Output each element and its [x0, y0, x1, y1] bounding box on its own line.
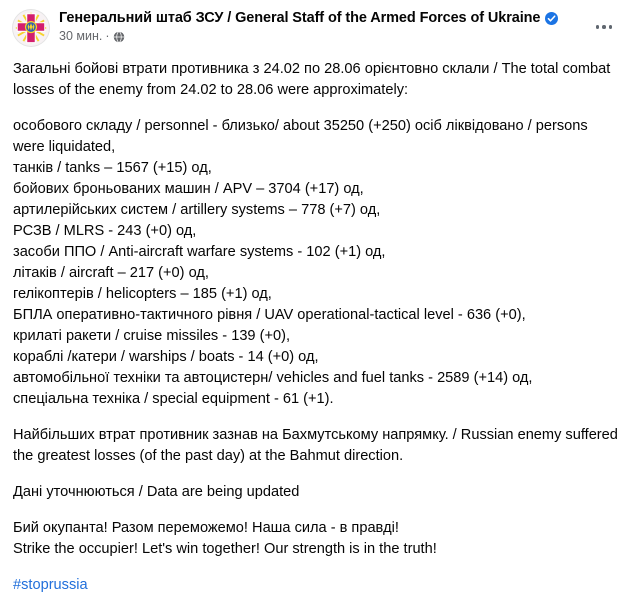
ukraine-general-staff-emblem-icon [13, 10, 49, 46]
globe-public-icon[interactable] [113, 30, 125, 43]
page-name-row: Генеральний штаб ЗСУ / General Staff of … [59, 10, 559, 27]
post-paragraph-data-updated: Дані уточнюються / Data are being update… [13, 484, 300, 500]
meta-separator: · [105, 29, 110, 43]
post-body: Загальні бойові втрати противника з 24.0… [0, 59, 633, 596]
post-author-block: Генеральний штаб ЗСУ / General Staff of … [59, 9, 559, 44]
post-paragraph-slogan: Бий окупанта! Разом переможемо! Наша сил… [13, 520, 437, 557]
page-name[interactable]: Генеральний штаб ЗСУ / General Staff of … [59, 10, 541, 26]
post-timestamp[interactable]: 30 мин. [59, 29, 103, 43]
verified-badge-icon [545, 12, 559, 25]
hashtag-stoprussia[interactable]: #stoprussia [13, 577, 88, 593]
ellipsis-horizontal-icon [595, 25, 613, 29]
post-paragraph-intro: Загальні бойові втрати противника з 24.0… [13, 61, 611, 98]
post-more-options-button[interactable] [589, 12, 619, 42]
post-paragraph-bahmut: Найбільших втрат противник зазнав на Бах… [13, 427, 618, 464]
post-header: Генеральний штаб ЗСУ / General Staff of … [0, 0, 633, 47]
avatar[interactable] [12, 9, 50, 47]
post-paragraph-losses-list: особового складу / personnel - близько/ … [13, 118, 588, 407]
post-hashtag-line: #stoprussia [13, 575, 621, 596]
post-meta: 30 мин. · [59, 29, 558, 44]
